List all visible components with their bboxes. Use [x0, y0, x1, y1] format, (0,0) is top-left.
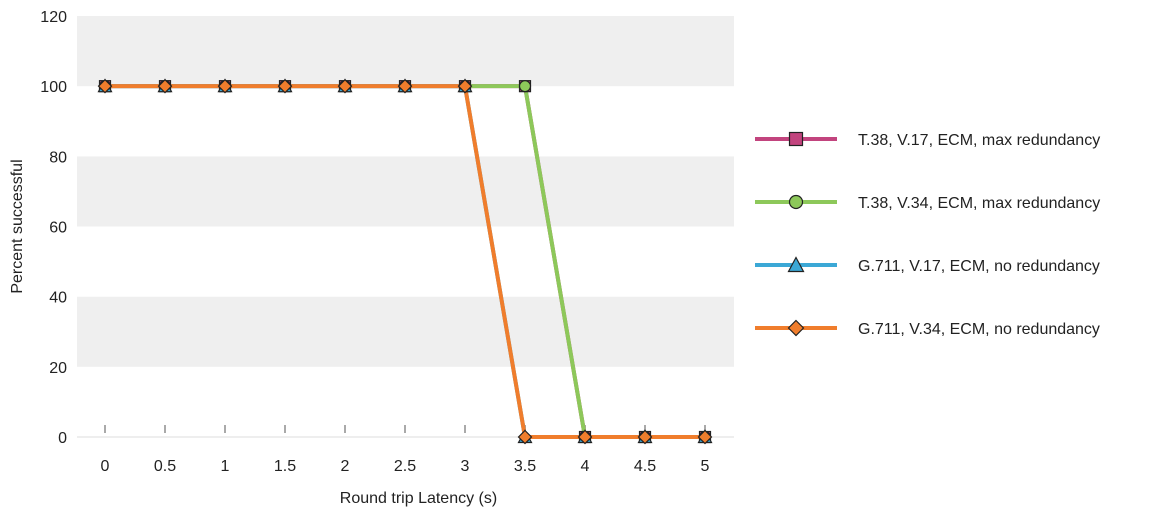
x-tick-label: 3.5	[514, 458, 536, 475]
y-tick-label: 20	[49, 360, 67, 377]
diamond-marker	[157, 78, 173, 94]
y-axis-label: Percent successful	[9, 159, 26, 293]
square-marker	[788, 131, 804, 147]
legend-label: G.711, V.34, ECM, no redundancy	[858, 321, 1100, 338]
legend-item: T.38, V.17, ECM, max redundancy	[755, 131, 1100, 149]
y-tick-label: 100	[40, 79, 67, 96]
series-markers	[97, 78, 713, 445]
y-tick-label: 120	[40, 9, 67, 26]
legend-label: G.711, V.17, ECM, no redundancy	[858, 258, 1100, 275]
grid-band	[77, 226, 734, 297]
y-tick-label: 80	[49, 149, 67, 166]
grid-band	[77, 86, 734, 157]
x-tick-label: 0.5	[154, 458, 176, 475]
grid-band	[77, 156, 734, 227]
legend-item: G.711, V.34, ECM, no redundancy	[755, 319, 1100, 338]
circle-marker	[518, 80, 532, 93]
grid-band	[77, 16, 734, 87]
legend-item: G.711, V.17, ECM, no redundancy	[755, 256, 1100, 275]
legend-label: T.38, V.34, ECM, max redundancy	[858, 195, 1100, 212]
diamond-marker	[697, 429, 713, 445]
legend: T.38, V.17, ECM, max redundancy T.38, V.3…	[755, 131, 1100, 338]
diamond-marker	[277, 78, 293, 94]
diamond-marker	[787, 319, 805, 337]
diamond-marker	[397, 78, 413, 94]
x-axis-ticks: 0 0.5 1 1.5 2 2.5 3 3.5 4 4.5 5	[101, 425, 710, 475]
diamond-marker	[457, 78, 473, 94]
x-tick-label: 3	[461, 458, 470, 475]
grid-bands	[77, 16, 734, 438]
x-tick-label: 4	[581, 458, 590, 475]
x-tick-label: 0	[101, 458, 110, 475]
diamond-marker	[97, 78, 113, 94]
x-tick-label: 2.5	[394, 458, 416, 475]
y-tick-label: 40	[49, 290, 67, 307]
circle-marker	[788, 194, 804, 210]
x-tick-label: 2	[341, 458, 350, 475]
legend-item: T.38, V.34, ECM, max redundancy	[755, 194, 1100, 212]
legend-label: T.38, V.17, ECM, max redundancy	[858, 132, 1100, 149]
x-tick-label: 5	[701, 458, 710, 475]
diamond-marker	[637, 429, 653, 445]
y-tick-label: 60	[49, 220, 67, 237]
diamond-marker	[337, 78, 353, 94]
triangle-marker	[787, 256, 805, 273]
diamond-marker	[517, 429, 533, 445]
y-tick-label: 0	[58, 430, 67, 447]
grid-band	[77, 296, 734, 367]
x-tick-label: 1.5	[274, 458, 296, 475]
y-axis-ticks: 0 20 40 60 80 100 120	[40, 9, 67, 447]
x-tick-label: 4.5	[634, 458, 656, 475]
diamond-marker	[217, 78, 233, 94]
diamond-marker	[577, 429, 593, 445]
x-tick-label: 1	[221, 458, 230, 475]
x-axis-label: Round trip Latency (s)	[340, 490, 497, 507]
